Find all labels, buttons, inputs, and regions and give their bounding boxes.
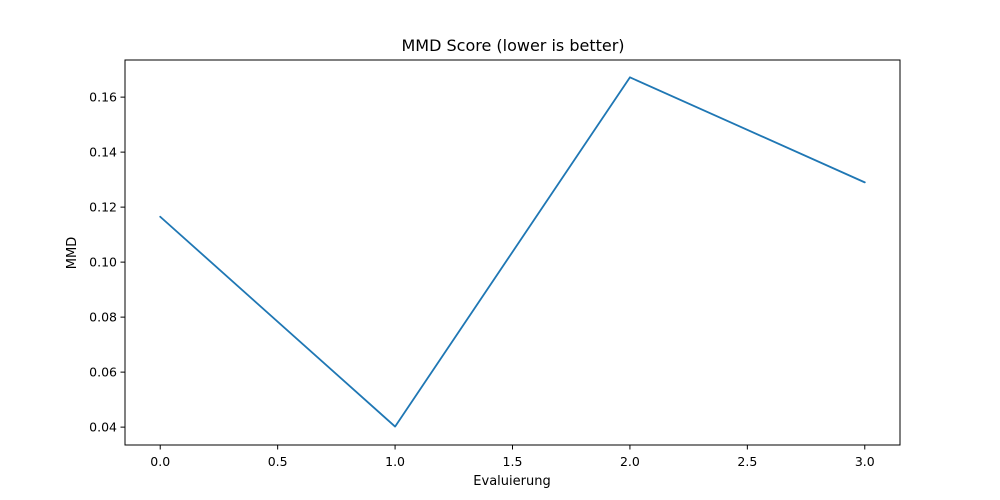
y-tick-label: 0.06: [89, 365, 117, 380]
x-tick-label: 1.0: [385, 454, 405, 469]
y-tick-label: 0.08: [89, 310, 117, 325]
y-tick-label: 0.12: [89, 200, 117, 215]
plot-area: [159, 76, 866, 428]
x-tick-label: 3.0: [855, 454, 875, 469]
chart-title: MMD Score (lower is better): [401, 36, 624, 55]
x-axis-label: Evaluierung: [473, 474, 550, 489]
x-tick-label: 2.5: [737, 454, 757, 469]
y-tick-label: 0.04: [89, 420, 117, 435]
x-tick-label: 0.5: [268, 454, 288, 469]
y-axis: 0.04 0.06 0.08 0.10 0.12 0.14 0.16: [89, 90, 125, 435]
y-tick-label: 0.10: [89, 255, 117, 270]
x-tick-label: 2.0: [620, 454, 640, 469]
y-axis-label: MMD: [65, 237, 80, 269]
x-axis: 0.0 0.5 1.0 1.5 2.0 2.5 3.0: [150, 445, 875, 469]
x-tick-label: 0.0: [150, 454, 170, 469]
axes-frame: [124, 59, 901, 446]
y-tick-label: 0.14: [89, 145, 117, 160]
mmd-series-line: [159, 76, 866, 428]
x-tick-label: 1.5: [503, 454, 523, 469]
y-tick-label: 0.16: [89, 90, 117, 105]
